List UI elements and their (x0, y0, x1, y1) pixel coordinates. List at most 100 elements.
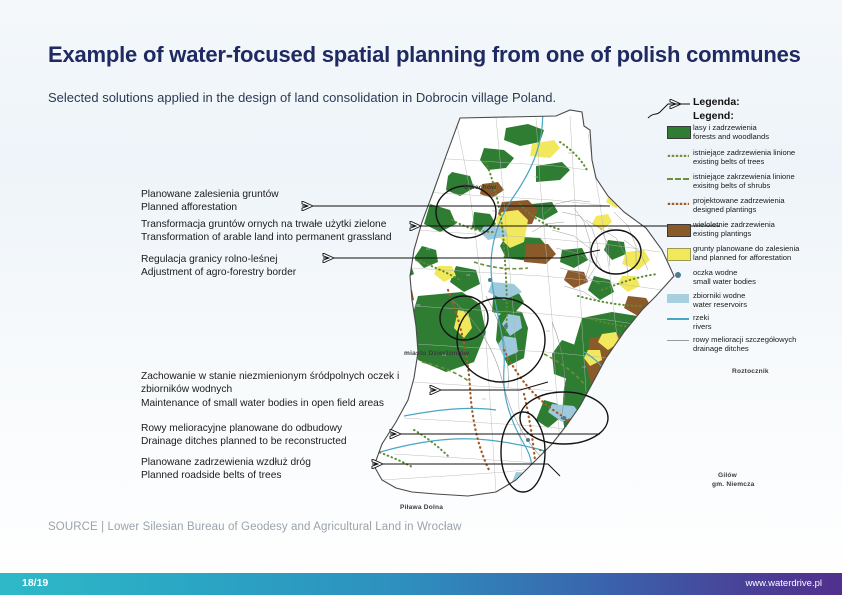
page-subtitle: Selected solutions applied in the design… (48, 90, 557, 105)
ditch-swatch (667, 340, 689, 341)
legend-label-pl: wieloletnie zadrzewienia (693, 220, 775, 229)
legend-label-pl: grunty planowane do zalesienia (693, 244, 800, 253)
map-label-pilawa: Piława Dolna (400, 504, 444, 511)
svg-text:276: 276 (560, 455, 565, 459)
map-label-roztocznik: Roztocznik (732, 368, 769, 375)
legend-label-pl: oczka wodne (693, 268, 738, 277)
afforestation-swatch (667, 248, 691, 261)
legend-title-pl: Legenda: (693, 96, 740, 108)
source-caption: SOURCE | Lower Silesian Bureau of Geodes… (48, 521, 462, 533)
svg-text:318: 318 (508, 293, 513, 297)
legend-label-pl: projektowane zadrzewienia (693, 196, 785, 205)
svg-text:187: 187 (482, 397, 487, 401)
annotation-en: Planned roadside belts of trees (141, 470, 282, 482)
svg-text:142: 142 (452, 437, 457, 441)
legend-label-en: exisitng belts of shrubs (693, 181, 771, 191)
svg-text:119: 119 (442, 353, 447, 357)
legend-item-afforestation: grunty planowane do zalesienia land plan… (693, 244, 799, 263)
map-label-dzierzoniow: miasto Dzierżoniów (404, 350, 470, 357)
annotation-arable-to-grassland: Transformacja gruntów ornych na trwałe u… (141, 218, 392, 245)
svg-text:452: 452 (614, 397, 619, 401)
river-swatch (667, 318, 689, 320)
svg-text:495: 495 (646, 343, 651, 347)
annotation-pl: Transformacja gruntów ornych na trwałe u… (141, 219, 387, 230)
legend-item-forest: lasy i zadrzewienia forests and woodland… (693, 123, 769, 142)
legend-label-pl: zbiorniki wodne (693, 291, 746, 300)
annotation-drainage-ditches: Rowy melioracyjne planowane do odbudowy … (141, 422, 347, 449)
map-label-uciechow: Uciechów (464, 184, 497, 191)
annotation-pl: Rowy melioracyjne planowane do odbudowy (141, 423, 343, 434)
legend-item-reservoirs: zbiorniki wodne water reservoirs (693, 291, 747, 310)
svg-text:417: 417 (582, 365, 587, 369)
highlight-afforestation (435, 185, 497, 239)
forest-swatch (667, 126, 691, 139)
legend-heading: Legenda: Legend: (693, 96, 740, 123)
page-number: 18/19 (22, 577, 49, 589)
existing-shrub-belt-dashed (421, 261, 585, 385)
dashed-shrubs-swatch (667, 178, 689, 180)
legend-item-rivers: rzeki rivers (693, 313, 712, 332)
designed-swatch (667, 202, 689, 205)
highlight-roadside (500, 411, 546, 493)
annotation-pl: Planowane zalesienia gruntów (141, 189, 279, 200)
legend-item-ditches: rowy melioracji szczegółowych drainage d… (693, 335, 796, 354)
highlight-grassland (439, 295, 489, 341)
legend-item-small-water: oczka wodne small water bodies (693, 268, 756, 287)
small-water-swatch (667, 272, 681, 278)
annotation-en: Adjustment of agro-forestry border (141, 267, 297, 279)
svg-text:401: 401 (546, 329, 551, 333)
small-water-body-dots (488, 278, 566, 442)
svg-text:041: 041 (534, 175, 539, 179)
legend-label-en: existing belts of trees (693, 157, 765, 167)
annotation-pl: Zachowanie w stanie niezmienionym śródpo… (141, 371, 400, 396)
legend-label-en: land planned for afforestation (693, 253, 792, 263)
legend-item-shrub-belts: istniejące zakrzewienia linione exisitng… (693, 172, 795, 191)
annotation-agro-forestry-border: Regulacja granicy rolno-leśnej Adjustmen… (141, 253, 296, 280)
legend-label-pl: lasy i zadrzewienia (693, 123, 757, 132)
legend-label-pl: istniejące zadrzewienia linione (693, 148, 796, 157)
annotation-pl: Regulacja granicy rolno-leśnej (141, 254, 278, 265)
legend-item-designed-plantings: projektowane zadrzewienia designed plant… (693, 196, 785, 215)
legend-item-existing-plantings: wieloletnie zadrzewienia existing planti… (693, 220, 775, 239)
dotted-trees-swatch (667, 154, 689, 157)
map-figure: 231 244 318 401 417 452 119 187 210 276 381 49… (356, 100, 769, 520)
annotation-pl: Planowane zadrzewienia wzdłuż dróg (141, 457, 311, 468)
legend-item-tree-belts: istniejące zadrzewienia linione existing… (693, 148, 795, 167)
footer-url[interactable]: www.waterdrive.pl (745, 578, 822, 589)
annotation-en: Maintenance of small water bodies in ope… (141, 397, 384, 409)
svg-text:244: 244 (466, 273, 471, 277)
legend-label-en: designed plantings (693, 205, 757, 215)
annotation-en: Transformation of arable land into perma… (141, 232, 392, 244)
svg-text:098: 098 (416, 303, 421, 307)
legend-label-en: existing plantings (693, 229, 752, 239)
legend-label-pl: istniejące zakrzewienia linione (693, 172, 795, 181)
svg-text:231: 231 (426, 247, 431, 251)
map-label-gilow: Gilów (718, 472, 737, 479)
legend-label-en: water reservoirs (693, 300, 748, 310)
existing-plantings-swatch (667, 224, 691, 237)
legend-label-pl: rzeki (693, 313, 710, 322)
annotation-roadside-belts: Planowane zadrzewienia wzdłuż dróg Plann… (141, 456, 311, 483)
legend-label-en: forests and woodlands (693, 132, 769, 142)
annotation-en: Planned afforestation (141, 202, 238, 214)
svg-text:513: 513 (608, 227, 613, 231)
highlight-ditches (519, 391, 609, 445)
reservoir-swatch (667, 294, 689, 303)
legend-label-en: drainage ditches (693, 344, 749, 354)
legend-title-en: Legend: (693, 109, 734, 122)
svg-text:066: 066 (492, 209, 497, 213)
slide-footer: 18/19 www.waterdrive.pl (0, 573, 842, 595)
annotation-planned-afforestation: Planowane zalesienia gruntów Planned aff… (141, 188, 279, 215)
legend-label-en: rivers (693, 322, 712, 332)
annotation-en: Drainage ditches planned to be reconstru… (141, 436, 347, 448)
page-title: Example of water-focused spatial plannin… (48, 42, 801, 67)
commune-boundary (373, 109, 675, 497)
annotation-small-water-bodies: Zachowanie w stanie niezmienionym śródpo… (141, 370, 431, 410)
map-label-niemcza: gm. Niemcza (712, 481, 755, 488)
legend-label-pl: rowy melioracji szczegółowych (693, 335, 797, 344)
svg-text:381: 381 (600, 479, 605, 483)
legend-label-en: small water bodies (693, 277, 756, 287)
svg-text:022: 022 (568, 151, 573, 155)
